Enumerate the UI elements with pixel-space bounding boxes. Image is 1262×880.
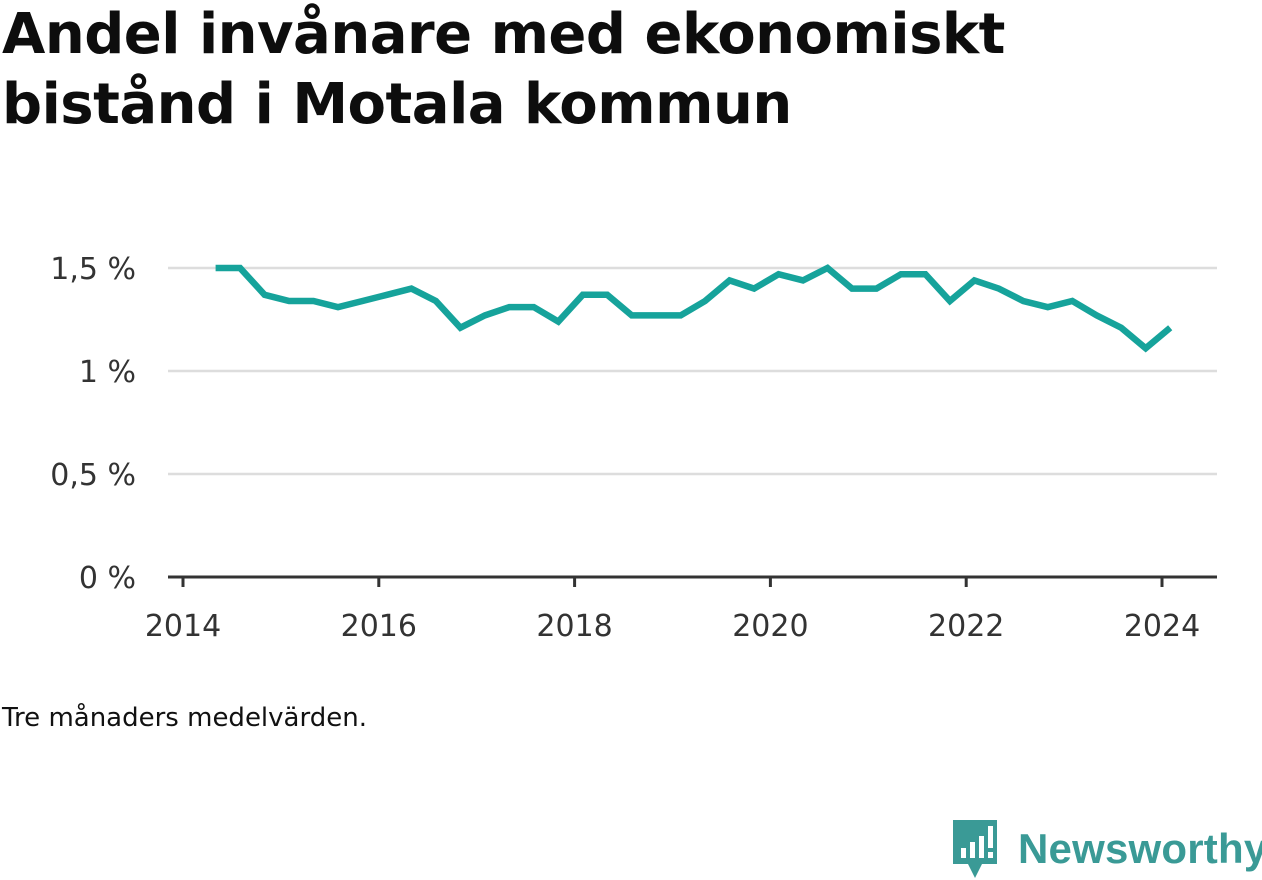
x-tick-label: 2018 [536, 609, 612, 644]
y-tick-label: 1 % [79, 355, 136, 390]
gridlines [168, 268, 1217, 474]
y-tick-label: 1,5 % [50, 252, 136, 287]
y-tick-label: 0 % [79, 561, 136, 596]
x-tick-label: 2014 [145, 609, 221, 644]
x-tick-label: 2020 [732, 609, 808, 644]
x-tick-label: 2024 [1124, 609, 1200, 644]
x-tick-label: 2022 [928, 609, 1004, 644]
series-line [216, 268, 1171, 348]
x-axis-labels: 2014 2016 2018 2020 2022 2024 [145, 609, 1200, 644]
brand-logo[interactable]: Newsworthy [950, 818, 1262, 880]
chart-caption: Tre månaders medelvärden. [2, 703, 367, 733]
x-axis [168, 577, 1217, 587]
series [216, 268, 1171, 349]
y-tick-label: 0,5 % [50, 458, 136, 493]
newsworthy-logo-icon [950, 818, 1000, 880]
brand-name: Newsworthy [1018, 825, 1262, 873]
y-axis-labels: 0 % 0,5 % 1 % 1,5 % [50, 252, 136, 596]
line-chart: 0 % 0,5 % 1 % 1,5 % 2014 2016 2018 2020 2022 202… [0, 0, 1262, 700]
x-tick-label: 2016 [341, 609, 417, 644]
